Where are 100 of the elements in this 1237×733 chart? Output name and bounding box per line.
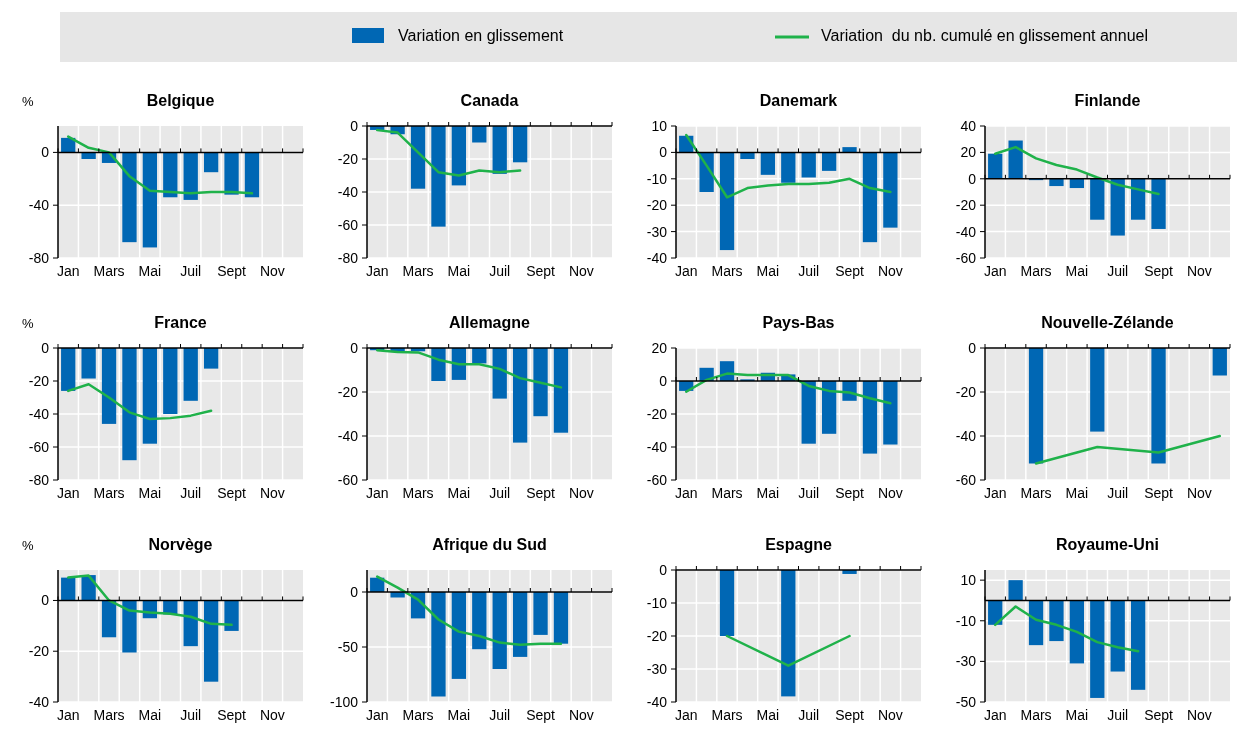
y-tick-label: -40 — [337, 183, 359, 200]
x-tick-label: Nov — [568, 707, 594, 723]
y-tick-label: 0 — [659, 144, 668, 161]
y-tick-label: -40 — [646, 693, 668, 710]
y-tick-label: -30 — [646, 660, 668, 677]
y-tick-label: -20 — [646, 627, 668, 644]
x-tick-label: Mai — [138, 707, 162, 723]
x-tick-label: Jan — [674, 707, 698, 723]
x-tick-label: Juil — [180, 263, 202, 279]
y-tick-label: -50 — [337, 638, 359, 655]
chart-title: Espagne — [765, 536, 832, 553]
x-tick-label: Mai — [756, 485, 780, 501]
y-tick-label: -20 — [337, 383, 359, 400]
y-axis-title: % — [22, 94, 34, 109]
x-tick-label: Juil — [1107, 485, 1129, 501]
x-tick-label: Nov — [877, 263, 903, 279]
x-tick-label: Jan — [365, 263, 389, 279]
x-tick-label: Juil — [798, 485, 820, 501]
y-tick-label: -60 — [337, 216, 359, 233]
y-tick-label: -40 — [646, 249, 668, 266]
y-tick-label: -20 — [28, 372, 50, 389]
x-tick-label: Juil — [180, 707, 202, 723]
chart-title: France — [154, 314, 207, 331]
y-tick-label: -80 — [337, 249, 359, 266]
x-tick-label: Juil — [1107, 707, 1129, 723]
x-tick-label: Mai — [1065, 263, 1089, 279]
y-tick-label: -10 — [646, 594, 668, 611]
y-tick-label: -80 — [28, 249, 50, 266]
x-tick-label: Juil — [180, 485, 202, 501]
x-tick-label: Juil — [798, 707, 820, 723]
x-tick-label: Mai — [447, 707, 471, 723]
y-tick-label: -20 — [955, 383, 977, 400]
x-tick-label: Jan — [674, 485, 698, 501]
x-tick-label: Mai — [756, 263, 780, 279]
x-tick-label: Mars — [1020, 263, 1052, 279]
y-tick-label: -60 — [646, 471, 668, 488]
y-tick-label: 20 — [651, 339, 668, 356]
x-tick-label: Nov — [259, 707, 285, 723]
x-tick-label: Nov — [877, 485, 903, 501]
x-tick-label: Nov — [568, 485, 594, 501]
y-tick-label: 0 — [659, 372, 668, 389]
x-tick-label: Mars — [93, 707, 125, 723]
x-tick-label: Sept — [217, 707, 247, 723]
y-tick-label: 0 — [350, 117, 359, 134]
x-tick-label: Sept — [835, 707, 865, 723]
y-tick-label: 0 — [41, 339, 50, 356]
y-tick-label: -30 — [646, 223, 668, 240]
y-tick-label: -40 — [28, 197, 50, 214]
x-tick-label: Sept — [526, 707, 556, 723]
x-tick-label: Nov — [568, 263, 594, 279]
y-axis-title: % — [22, 316, 34, 331]
x-tick-label: Mars — [1020, 485, 1052, 501]
y-tick-label: 0 — [350, 339, 359, 356]
x-tick-label: Sept — [835, 263, 865, 279]
y-tick-label: -60 — [955, 471, 977, 488]
x-tick-label: Mai — [138, 263, 162, 279]
y-tick-label: 10 — [960, 572, 977, 589]
x-tick-label: Jan — [674, 263, 698, 279]
x-tick-label: Mai — [756, 707, 780, 723]
y-tick-label: 0 — [968, 170, 977, 187]
chart-title: Finlande — [1074, 92, 1141, 109]
y-tick-label: -50 — [955, 693, 977, 710]
y-tick-label: 0 — [41, 144, 50, 161]
x-tick-label: Juil — [489, 263, 511, 279]
y-tick-label: -20 — [646, 405, 668, 422]
x-tick-label: Mars — [93, 263, 125, 279]
x-tick-label: Sept — [217, 263, 247, 279]
x-tick-label: Sept — [526, 485, 556, 501]
y-tick-label: 20 — [960, 144, 977, 161]
chart-title: Canada — [460, 92, 519, 109]
chart-title: Danemark — [759, 92, 838, 109]
x-tick-label: Jan — [365, 485, 389, 501]
x-tick-label: Sept — [526, 263, 556, 279]
y-tick-label: 0 — [41, 592, 50, 609]
x-tick-label: Nov — [1186, 707, 1212, 723]
chart-title: Pays-Bas — [762, 314, 835, 331]
y-tick-label: -40 — [337, 427, 359, 444]
x-tick-label: Jan — [56, 263, 80, 279]
y-tick-label: -40 — [28, 693, 50, 710]
y-tick-label: -10 — [646, 170, 668, 187]
x-tick-label: Jan — [983, 263, 1007, 279]
x-tick-label: Jan — [983, 485, 1007, 501]
x-tick-label: Jan — [365, 707, 389, 723]
y-tick-label: -10 — [955, 612, 977, 629]
x-tick-label: Mars — [711, 707, 743, 723]
y-tick-label: -60 — [955, 249, 977, 266]
y-tick-label: -40 — [955, 223, 977, 240]
y-tick-label: -60 — [28, 438, 50, 455]
y-tick-label: 40 — [960, 117, 977, 134]
x-tick-label: Mars — [402, 707, 434, 723]
y-tick-label: 0 — [350, 583, 359, 600]
x-tick-label: Mai — [447, 263, 471, 279]
chart-title: Nouvelle-Zélande — [1041, 314, 1174, 331]
x-tick-label: Juil — [489, 707, 511, 723]
y-tick-label: -20 — [955, 197, 977, 214]
y-tick-label: -30 — [955, 653, 977, 670]
x-tick-label: Jan — [56, 485, 80, 501]
x-tick-label: Jan — [56, 707, 80, 723]
x-tick-label: Mai — [138, 485, 162, 501]
chart-title: Allemagne — [449, 314, 531, 331]
